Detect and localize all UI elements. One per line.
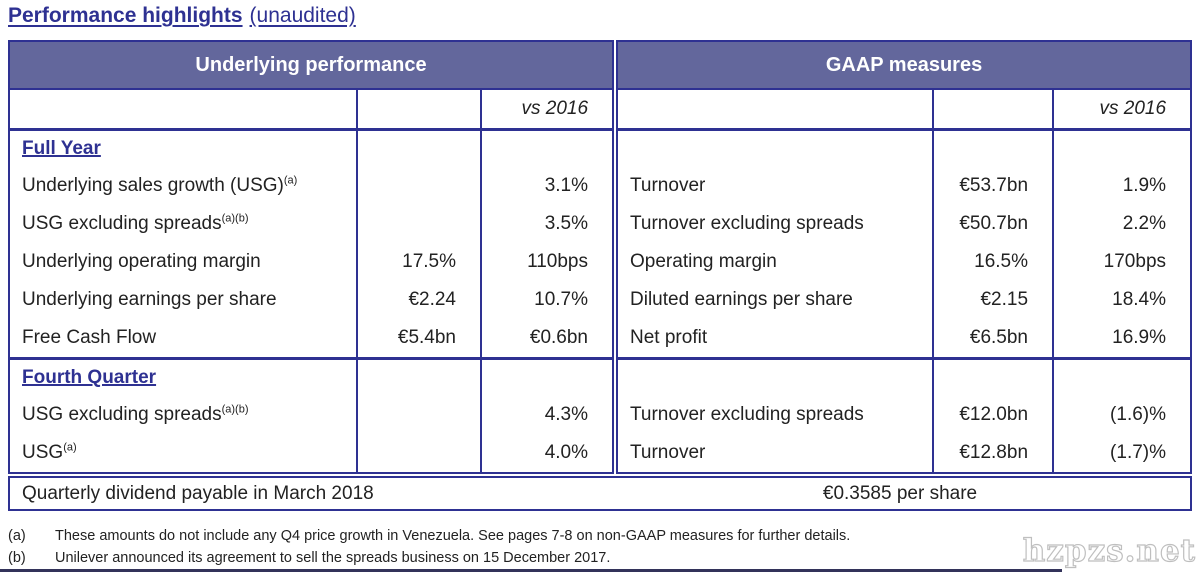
next-section-edge bbox=[0, 569, 1062, 572]
right-subheader-empty bbox=[932, 89, 1054, 131]
table-row: Underlying earnings per share €2.24 10.7… bbox=[9, 281, 614, 319]
row-value: €2.15 bbox=[932, 281, 1054, 319]
row-label: Free Cash Flow bbox=[9, 319, 357, 360]
row-vs-2016: 170bps bbox=[1052, 243, 1192, 281]
row-vs-2016: 3.5% bbox=[479, 205, 614, 243]
row-label: Net profit bbox=[617, 319, 934, 360]
full-year-section-row: Full Year bbox=[9, 129, 614, 167]
row-vs-2016: (1.7)% bbox=[1052, 434, 1192, 473]
table-halves: Underlying performance vs 2016 Full Year… bbox=[8, 40, 1193, 474]
gaap-measures-header-row: GAAP measures bbox=[617, 41, 1192, 90]
footnote-b-text: Unilever announced its agreement to sell… bbox=[55, 550, 611, 566]
table-row: Net profit €6.5bn 16.9% bbox=[617, 319, 1192, 360]
row-vs-2016: 18.4% bbox=[1052, 281, 1192, 319]
footnote-ref: (a)(b) bbox=[221, 403, 249, 416]
table-row: Turnover €53.7bn 1.9% bbox=[617, 167, 1192, 205]
row-vs-2016: 1.9% bbox=[1052, 167, 1192, 205]
row-value: €53.7bn bbox=[932, 167, 1054, 205]
table-row: Free Cash Flow €5.4bn €0.6bn bbox=[9, 319, 614, 360]
row-value bbox=[356, 434, 481, 473]
row-value: 17.5% bbox=[356, 243, 481, 281]
left-subheader-empty bbox=[9, 89, 357, 131]
row-value: €50.7bn bbox=[932, 205, 1054, 243]
row-vs-2016: 16.9% bbox=[1052, 319, 1192, 360]
page-title-suffix: (unaudited) bbox=[249, 4, 356, 27]
right-fourth-quarter-section-row bbox=[617, 358, 1192, 396]
row-label: Turnover bbox=[630, 175, 706, 196]
dividend-label: Quarterly dividend payable in March 2018 bbox=[22, 482, 374, 504]
row-value: €12.0bn bbox=[932, 396, 1054, 434]
performance-table: Underlying performance vs 2016 Full Year… bbox=[8, 40, 1193, 511]
right-subheader-row: vs 2016 bbox=[617, 89, 1192, 131]
left-vs-2016-label: vs 2016 bbox=[479, 89, 614, 131]
row-vs-2016: €0.6bn bbox=[479, 319, 614, 360]
footnotes: (a) These amounts do not include any Q4 … bbox=[8, 525, 1008, 569]
gaap-measures-header: GAAP measures bbox=[617, 41, 1192, 90]
underlying-performance-header-row: Underlying performance bbox=[9, 41, 614, 90]
row-label: Turnover excluding spreads bbox=[630, 213, 864, 234]
row-label: Underlying operating margin bbox=[22, 251, 261, 272]
table-row: Operating margin 16.5% 170bps bbox=[617, 243, 1192, 281]
row-vs-2016: 4.3% bbox=[479, 396, 614, 434]
dividend-value: €0.3585 per share bbox=[822, 482, 978, 504]
watermark: hzpzs.net bbox=[1022, 532, 1196, 569]
table-row: Turnover excluding spreads €12.0bn (1.6)… bbox=[617, 396, 1192, 434]
underlying-performance-table: Underlying performance vs 2016 Full Year… bbox=[8, 40, 615, 474]
row-label: USG(a) bbox=[22, 441, 77, 463]
right-subheader-empty bbox=[617, 89, 934, 131]
full-year-heading: Full Year bbox=[22, 138, 101, 159]
footnote-b: (b) Unilever announced its agreement to … bbox=[8, 547, 1008, 569]
footnote-a: (a) These amounts do not include any Q4 … bbox=[8, 525, 1008, 547]
gaap-measures-table: GAAP measures vs 2016 Turnover €53.7bn 1… bbox=[616, 40, 1193, 474]
footnote-a-marker: (a) bbox=[8, 528, 26, 544]
row-value bbox=[356, 205, 481, 243]
table-row: Underlying operating margin 17.5% 110bps bbox=[9, 243, 614, 281]
table-row: Diluted earnings per share €2.15 18.4% bbox=[617, 281, 1192, 319]
left-subheader-row: vs 2016 bbox=[9, 89, 614, 131]
footnote-ref: (a) bbox=[63, 441, 77, 454]
row-label: Diluted earnings per share bbox=[630, 289, 853, 310]
table-row: Turnover €12.8bn (1.7)% bbox=[617, 434, 1192, 473]
footnote-a-text: These amounts do not include any Q4 pric… bbox=[55, 528, 851, 544]
underlying-performance-header: Underlying performance bbox=[9, 41, 614, 90]
row-vs-2016: (1.6)% bbox=[1052, 396, 1192, 434]
row-value: 16.5% bbox=[932, 243, 1054, 281]
row-label: USG excluding spreads(a)(b) bbox=[22, 212, 249, 234]
row-vs-2016: 2.2% bbox=[1052, 205, 1192, 243]
right-vs-2016-label: vs 2016 bbox=[1052, 89, 1192, 131]
row-value: €2.24 bbox=[356, 281, 481, 319]
row-label: Underlying sales growth (USG)(a) bbox=[22, 174, 298, 196]
row-vs-2016: 4.0% bbox=[479, 434, 614, 473]
row-value bbox=[356, 396, 481, 434]
footnote-ref: (a) bbox=[283, 174, 298, 187]
row-vs-2016: 3.1% bbox=[479, 167, 614, 205]
row-label: Operating margin bbox=[630, 251, 777, 272]
row-label: Turnover excluding spreads bbox=[630, 404, 864, 425]
fourth-quarter-section-row: Fourth Quarter bbox=[9, 358, 614, 396]
fourth-quarter-heading: Fourth Quarter bbox=[22, 367, 157, 388]
row-label: Turnover bbox=[630, 442, 706, 463]
footnote-b-marker: (b) bbox=[8, 550, 26, 566]
row-value: €6.5bn bbox=[932, 319, 1054, 360]
row-value bbox=[356, 167, 481, 205]
right-full-year-section-row bbox=[617, 129, 1192, 167]
row-value: €5.4bn bbox=[356, 319, 481, 360]
page-title: Performance highlights (unaudited) bbox=[8, 4, 356, 28]
row-value: €12.8bn bbox=[932, 434, 1054, 473]
footnote-ref: (a)(b) bbox=[221, 212, 249, 225]
row-label: Underlying earnings per share bbox=[22, 289, 277, 310]
page-title-main: Performance highlights bbox=[8, 4, 243, 27]
row-label: USG excluding spreads(a)(b) bbox=[22, 403, 249, 425]
table-row: Underlying sales growth (USG)(a) 3.1% bbox=[9, 167, 614, 205]
row-vs-2016: 10.7% bbox=[479, 281, 614, 319]
row-vs-2016: 110bps bbox=[479, 243, 614, 281]
left-subheader-empty bbox=[356, 89, 481, 131]
table-row: Turnover excluding spreads €50.7bn 2.2% bbox=[617, 205, 1192, 243]
dividend-row: Quarterly dividend payable in March 2018… bbox=[8, 476, 1192, 511]
table-row: USG(a) 4.0% bbox=[9, 434, 614, 473]
table-row: USG excluding spreads(a)(b) 3.5% bbox=[9, 205, 614, 243]
table-row: USG excluding spreads(a)(b) 4.3% bbox=[9, 396, 614, 434]
